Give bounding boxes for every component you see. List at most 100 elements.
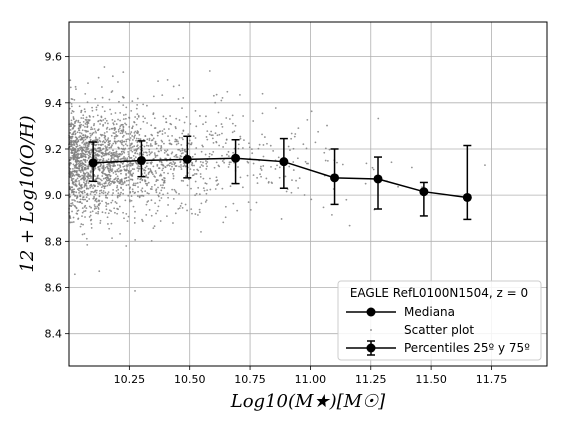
x-tick-label: 11.00 bbox=[295, 373, 327, 386]
scatter-point bbox=[73, 188, 76, 191]
scatter-point bbox=[139, 128, 142, 130]
scatter-point bbox=[78, 169, 81, 172]
scatter-point bbox=[73, 190, 76, 193]
scatter-point bbox=[195, 147, 198, 149]
scatter-point bbox=[114, 159, 117, 162]
scatter-point bbox=[70, 122, 73, 125]
scatter-point bbox=[251, 152, 254, 155]
scatter-point bbox=[86, 159, 89, 162]
scatter-point bbox=[191, 162, 194, 165]
scatter-point bbox=[159, 157, 162, 160]
scatter-point bbox=[95, 200, 98, 203]
scatter-point bbox=[186, 184, 189, 187]
scatter-point bbox=[98, 168, 101, 170]
scatter-point bbox=[194, 180, 197, 183]
scatter-point bbox=[160, 160, 163, 163]
scatter-point bbox=[210, 134, 213, 137]
scatter-point bbox=[145, 174, 148, 177]
scatter-point bbox=[116, 212, 119, 215]
scatter-point bbox=[147, 167, 150, 170]
scatter-point bbox=[131, 179, 134, 181]
scatter-point bbox=[138, 195, 141, 198]
scatter-point bbox=[151, 151, 153, 154]
scatter-point bbox=[205, 162, 208, 165]
scatter-point bbox=[82, 165, 84, 168]
scatter-point bbox=[82, 223, 84, 226]
scatter-point bbox=[295, 179, 297, 182]
x-tick-label: 10.25 bbox=[114, 373, 146, 386]
scatter-point bbox=[136, 195, 139, 197]
scatter-point bbox=[86, 200, 88, 203]
scatter-point bbox=[83, 210, 85, 213]
scatter-point bbox=[178, 136, 181, 139]
scatter-point bbox=[163, 152, 166, 154]
scatter-point bbox=[163, 128, 166, 130]
x-tick-label: 10.75 bbox=[234, 373, 266, 386]
scatter-point bbox=[92, 139, 94, 142]
scatter-point bbox=[91, 106, 93, 109]
x-ticks: 10.25 10.50 10.75 11.00 11.25 11.50 11.75 bbox=[114, 366, 508, 386]
scatter-point bbox=[153, 225, 156, 228]
scatter-point bbox=[328, 148, 331, 151]
scatter-point bbox=[97, 185, 99, 188]
scatter-point bbox=[215, 140, 218, 143]
scatter-point bbox=[94, 198, 97, 201]
scatter-point bbox=[233, 130, 236, 133]
scatter-point bbox=[165, 117, 167, 120]
scatter-point bbox=[341, 163, 344, 166]
scatter-point bbox=[149, 169, 152, 172]
scatter-point bbox=[89, 214, 92, 217]
scatter-point bbox=[259, 167, 262, 170]
scatter-point bbox=[147, 181, 150, 184]
scatter-point bbox=[129, 137, 132, 139]
scatter-point bbox=[183, 149, 186, 152]
scatter-point bbox=[174, 127, 177, 130]
scatter-point bbox=[77, 119, 80, 122]
scatter-point bbox=[99, 133, 102, 136]
scatter-point bbox=[158, 192, 161, 195]
scatter-point bbox=[141, 179, 144, 182]
scatter-point bbox=[135, 150, 138, 152]
scatter-point bbox=[144, 190, 147, 193]
scatter-point bbox=[122, 183, 124, 186]
scatter-point bbox=[108, 173, 111, 176]
scatter-point bbox=[212, 151, 215, 153]
scatter-point bbox=[111, 153, 114, 156]
scatter-point bbox=[69, 217, 72, 219]
scatter-point bbox=[134, 130, 137, 133]
scatter-point bbox=[90, 223, 93, 225]
scatter-point bbox=[94, 98, 97, 100]
scatter-point bbox=[85, 175, 88, 178]
scatter-point bbox=[78, 167, 81, 170]
scatter-point bbox=[227, 155, 230, 158]
scatter-point bbox=[85, 207, 88, 210]
scatter-point bbox=[86, 146, 89, 149]
scatter-point bbox=[160, 139, 163, 142]
scatter-point bbox=[154, 202, 157, 205]
scatter-point bbox=[214, 101, 217, 104]
scatter-point bbox=[205, 136, 208, 138]
x-tick-label: 11.75 bbox=[476, 373, 508, 386]
scatter-point bbox=[191, 174, 194, 177]
median-point bbox=[373, 174, 383, 184]
scatter-point bbox=[102, 125, 104, 127]
scatter-point bbox=[198, 211, 201, 214]
scatter-point bbox=[292, 161, 295, 163]
scatter-point bbox=[229, 161, 232, 164]
scatter-point bbox=[116, 135, 119, 137]
scatter-point bbox=[104, 177, 107, 180]
scatter-point bbox=[84, 153, 86, 156]
scatter-point bbox=[95, 212, 98, 215]
scatter-point bbox=[248, 142, 250, 145]
scatter-point bbox=[104, 194, 107, 197]
scatter-point bbox=[71, 202, 74, 204]
scatter-point bbox=[87, 157, 90, 160]
scatter-point bbox=[119, 179, 121, 182]
scatter-point bbox=[166, 192, 169, 195]
scatter-point bbox=[116, 207, 119, 210]
scatter-point bbox=[274, 107, 277, 109]
scatter-point bbox=[242, 115, 245, 117]
scatter-point bbox=[258, 143, 261, 146]
scatter-point bbox=[72, 133, 75, 136]
scatter-point bbox=[144, 169, 147, 172]
